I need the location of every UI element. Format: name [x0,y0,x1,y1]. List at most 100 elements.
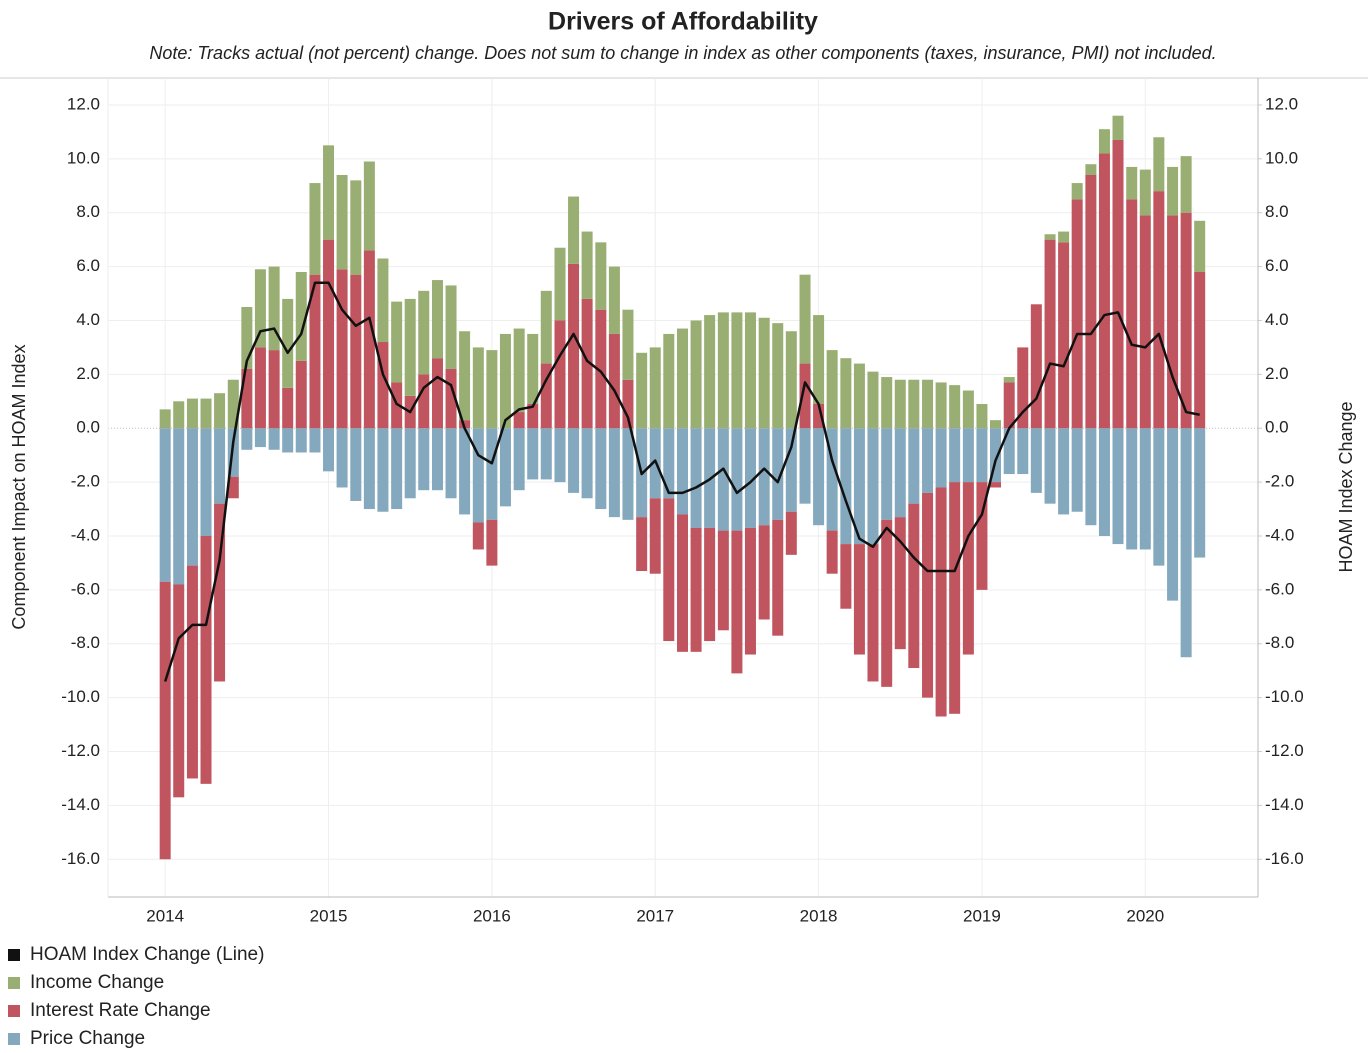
bar [704,315,716,429]
bar [377,428,389,512]
bar [377,258,389,343]
bar [418,374,430,429]
y2-tick-label: -14.0 [1265,795,1304,814]
bar [1126,199,1138,429]
bar [159,428,171,582]
y-tick-label: -2.0 [71,472,100,491]
bar [1058,428,1070,515]
legend-label: HOAM Index Change (Line) [30,944,264,965]
bar [1030,428,1042,493]
bar [513,412,525,429]
bar [690,527,702,652]
bar [826,350,838,429]
x-tick-label: 2017 [636,906,674,925]
bar [813,403,825,429]
bar [254,269,266,348]
bar [459,331,471,421]
bar [1194,271,1206,429]
bar [636,517,648,572]
bar [581,231,593,299]
bar [486,519,498,566]
bar [200,398,212,429]
bar [431,358,443,429]
bar [1098,129,1110,154]
y2-tick-label: 2.0 [1265,364,1289,383]
bar [813,428,825,526]
bar [527,403,539,429]
bar [1003,428,1015,475]
bar [445,368,457,429]
bar [1139,428,1151,550]
bar [717,312,729,429]
bar [622,379,634,429]
bar [227,379,239,429]
bar [881,377,893,429]
bar [677,514,689,652]
bar [799,274,811,364]
bar [894,517,906,650]
bar [785,511,797,555]
bar [1167,428,1179,601]
bar [513,328,525,413]
bar [418,428,430,491]
bar [350,180,362,275]
bar [554,320,566,429]
y-tick-label: 10.0 [67,148,100,167]
bar [377,342,389,429]
bar [554,247,566,321]
bar [1139,215,1151,429]
bar [813,315,825,404]
bar [336,428,348,488]
bar [894,428,906,518]
bar [663,428,675,499]
bar [404,298,416,396]
bar [649,347,661,429]
bar [200,428,212,536]
y2-tick-label: -2.0 [1265,472,1294,491]
bar [295,360,307,429]
bar [608,266,620,334]
bar [431,428,443,491]
y2-tick-label: -8.0 [1265,633,1294,652]
bar [241,428,253,450]
bar [772,519,784,636]
bar [309,183,321,275]
bar [717,530,729,631]
bar [1153,428,1165,566]
x-tick-label: 2018 [800,906,838,925]
bar [1098,153,1110,429]
bar [513,428,525,491]
bar [962,428,974,483]
bar [1044,428,1056,504]
bar [1180,212,1192,429]
bar [1058,231,1070,243]
bar [295,428,307,453]
bar [1194,220,1206,272]
bar [336,174,348,270]
bar [826,428,838,531]
bar [1098,428,1110,536]
bar [608,333,620,429]
bar [268,266,280,351]
bar [445,428,457,499]
y2-tick-label: -10.0 [1265,687,1304,706]
y-tick-label: -4.0 [71,525,100,544]
bar [1085,174,1097,429]
bar [309,428,321,453]
bar [962,390,974,429]
bar [785,331,797,429]
bar [431,280,443,359]
legend-label: Interest Rate Change [30,1000,211,1021]
bar [595,428,607,510]
bar [1126,428,1138,550]
bar [554,428,566,483]
bar [962,482,974,655]
x-tick-label: 2015 [310,906,348,925]
bar [527,333,539,404]
bar [391,301,403,383]
y2-tick-label: 12.0 [1265,94,1298,113]
bar [363,250,375,429]
bar [731,312,743,429]
bar [214,428,226,504]
